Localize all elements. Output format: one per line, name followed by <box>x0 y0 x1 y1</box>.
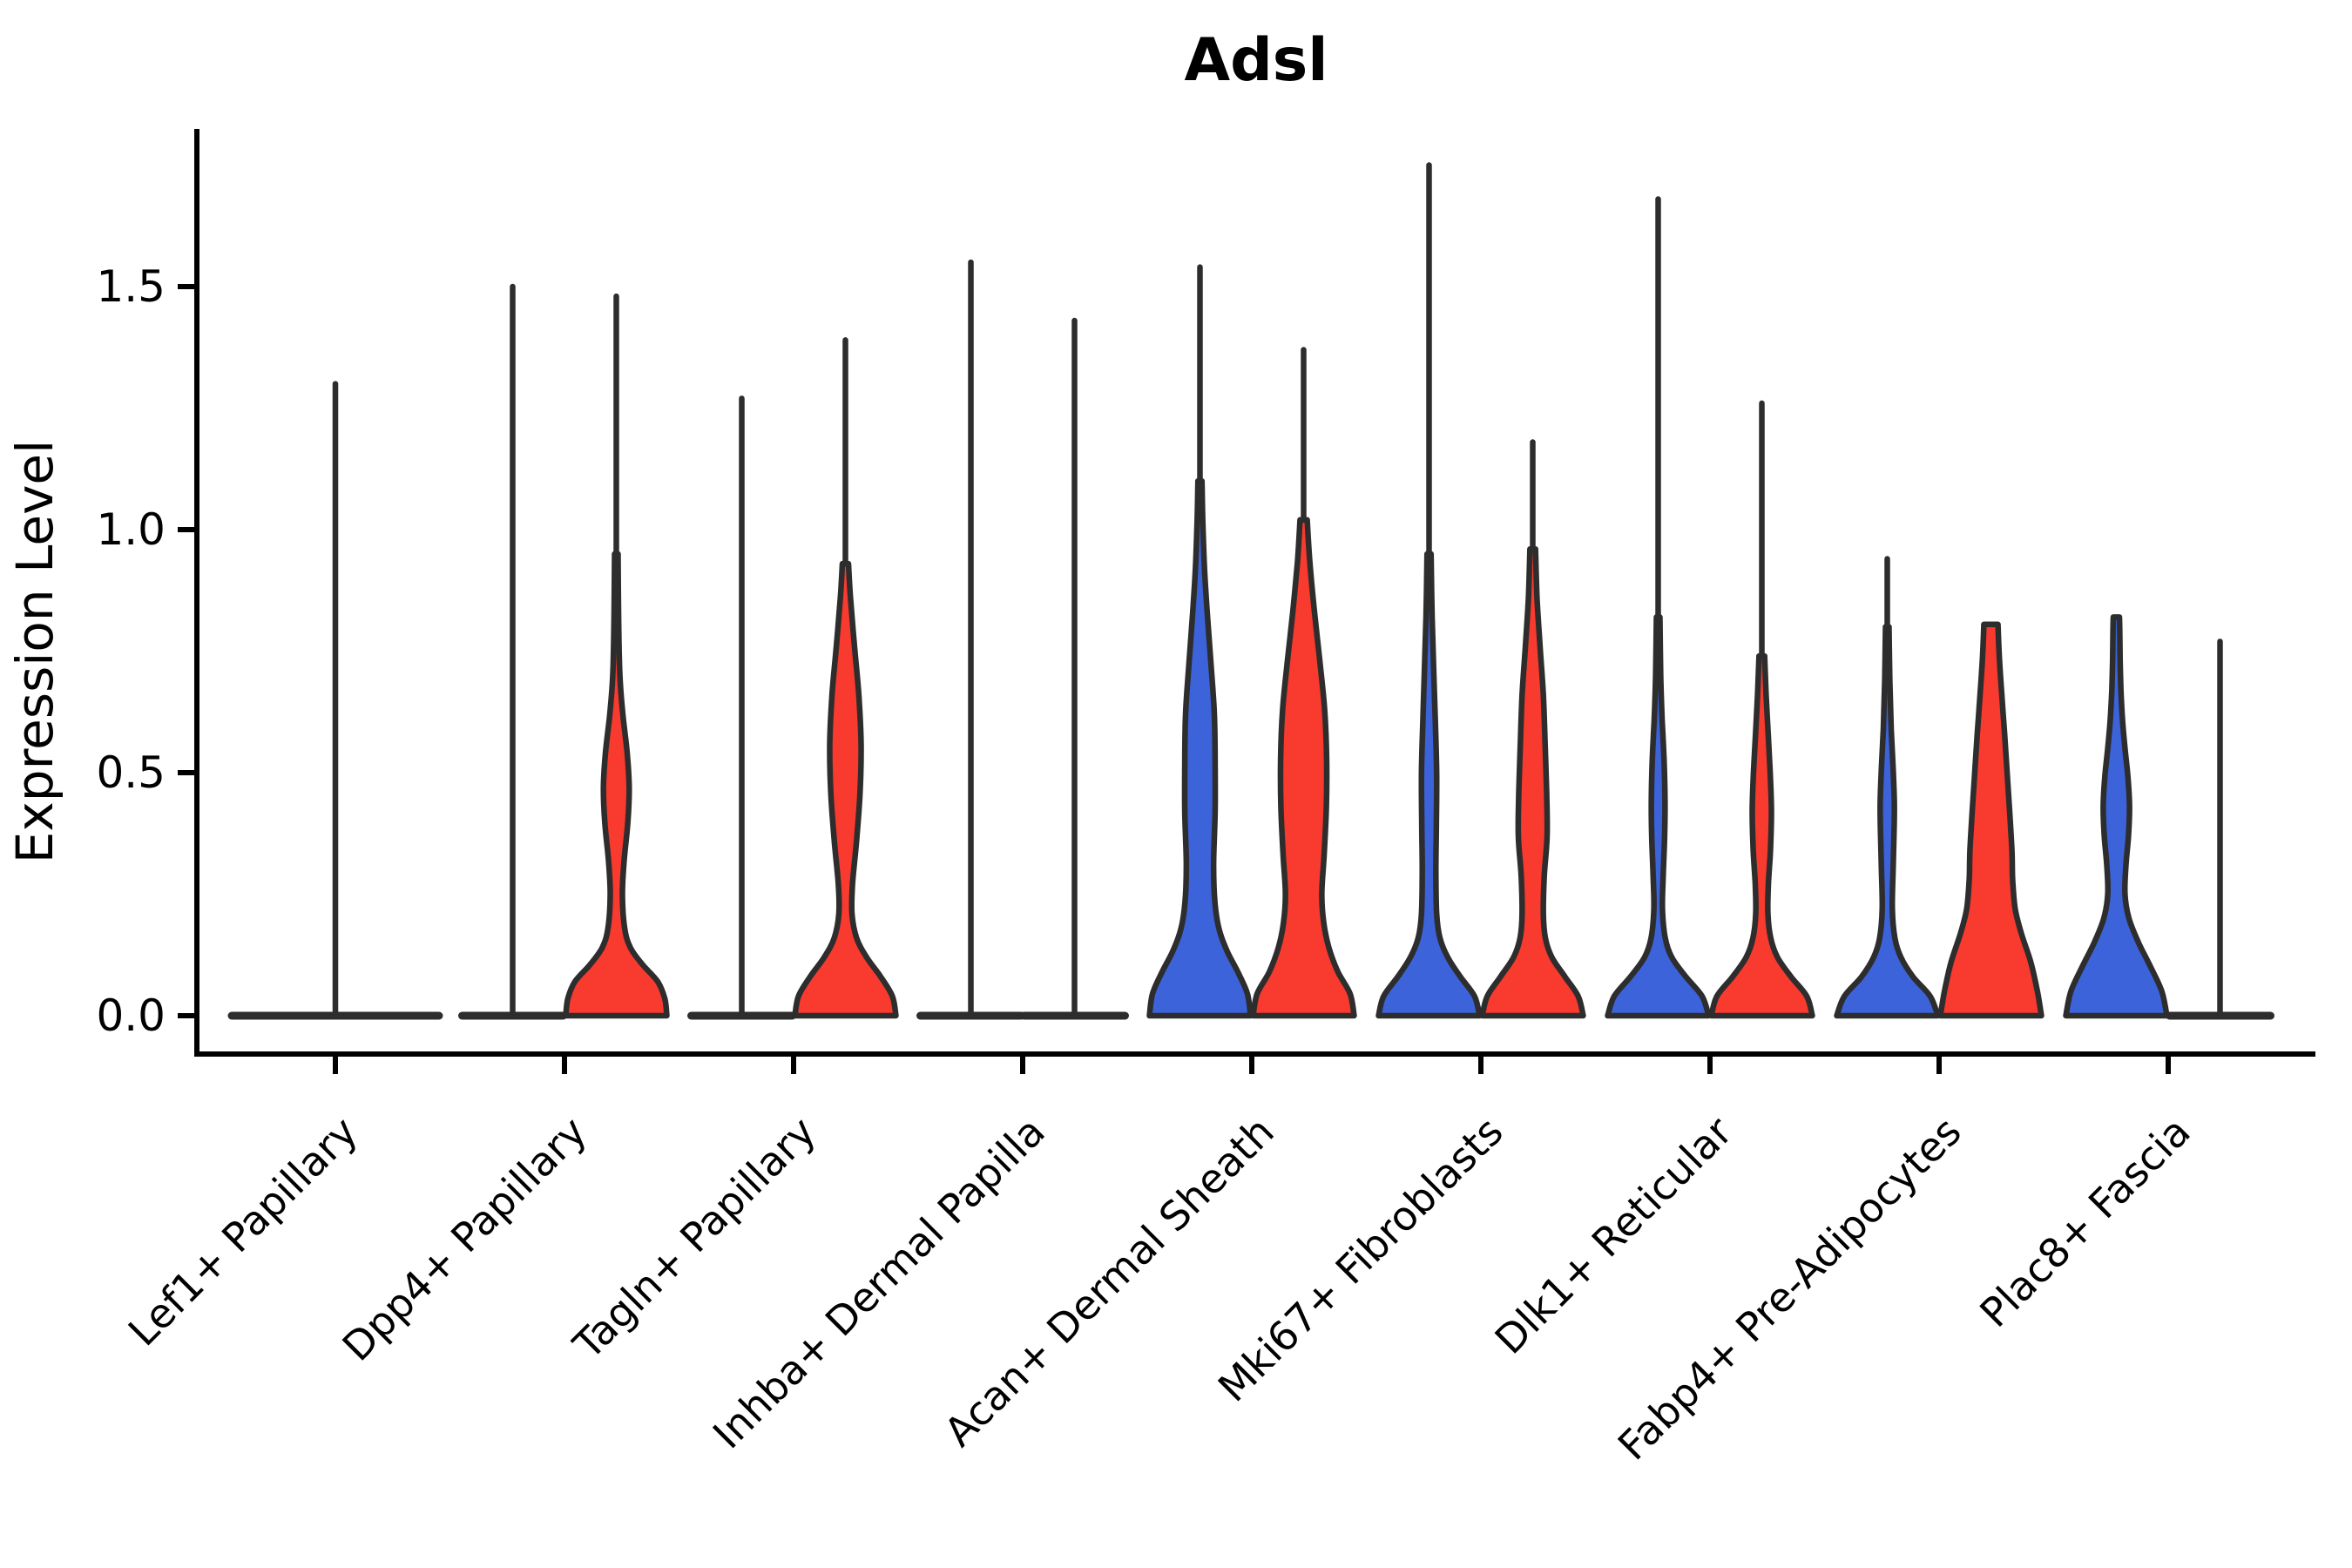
x-tick-label: Plac8+ Fascia <box>1970 1108 2199 1336</box>
violin-fabp4-red-body <box>1937 621 2044 1019</box>
x-tick-label: Dlk1+ Reticular <box>1486 1108 1741 1363</box>
y-tick-label: 0.0 <box>96 990 166 1041</box>
axes-layer <box>178 129 2315 1074</box>
violin-tagln-red-body <box>792 560 899 1019</box>
x-tick-label: Lef1+ Papillary <box>119 1108 367 1355</box>
violin-acan-blue-body <box>1146 477 1254 1019</box>
y-tick-label: 1.5 <box>96 261 166 312</box>
x-tick-label: Tagln+ Papillary <box>564 1108 825 1369</box>
violin-fabp4-blue-body <box>1834 624 1941 1019</box>
violin-dpp4-red-body <box>563 551 670 1019</box>
violin-plac8-blue-body <box>2063 614 2170 1019</box>
violin-acan-red-body <box>1250 517 1357 1019</box>
violin-mki67-blue-body <box>1375 551 1483 1019</box>
y-tick-label: 0.5 <box>96 747 166 798</box>
x-tick-label: Dpp4+ Papillary <box>334 1108 596 1370</box>
y-tick-label: 1.0 <box>96 504 166 555</box>
chart-title: Adsl <box>1184 26 1328 95</box>
axis-spines <box>194 129 2315 1057</box>
violin-dlk1-blue-body <box>1605 614 1712 1019</box>
violin-dlk1-red-body <box>1708 652 1815 1019</box>
violins-layer <box>227 162 2274 1020</box>
y-axis-label: Expression Level <box>5 440 64 863</box>
violin-mki67-red-body <box>1479 546 1586 1019</box>
